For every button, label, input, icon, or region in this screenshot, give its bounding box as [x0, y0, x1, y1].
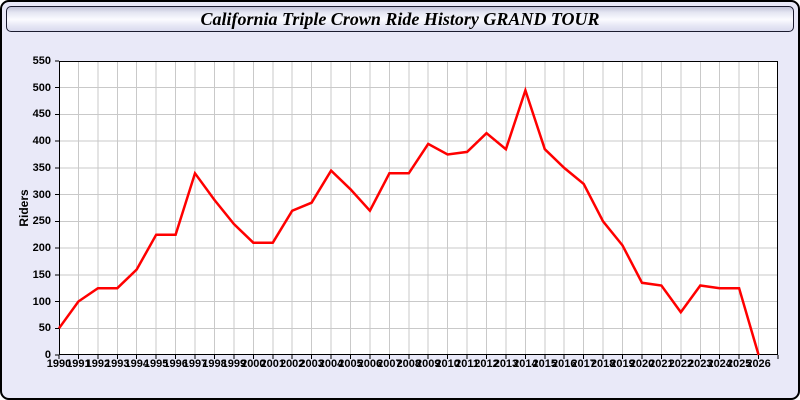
x-tick-label: 2017 [571, 358, 596, 370]
plot-border [59, 61, 778, 355]
y-tick-label: 450 [32, 108, 51, 121]
x-tick-label: 1998 [202, 358, 227, 370]
x-tick-label: 2016 [551, 358, 577, 370]
x-tick-label: 2004 [318, 358, 344, 370]
x-tick-label: 1990 [46, 358, 72, 370]
y-tick-label: 0 [44, 349, 51, 361]
x-tick-label: 2022 [668, 358, 694, 370]
x-tick-label: 1996 [163, 358, 188, 370]
x-tick-label: 2003 [299, 358, 324, 370]
x-tick-label: 1995 [143, 358, 169, 370]
x-tick-label: 2008 [396, 358, 422, 370]
x-tick-label: 1992 [85, 358, 111, 370]
x-tick-label: 2023 [688, 358, 713, 370]
x-tick-label: 2025 [726, 358, 752, 370]
x-tick-label: 2009 [415, 358, 441, 370]
x-tick-label: 2006 [357, 358, 383, 370]
y-tick-label: 350 [32, 161, 51, 174]
x-tick-label: 1993 [105, 358, 130, 370]
y-tick-label: 150 [32, 268, 51, 281]
x-tick-label: 2002 [279, 358, 305, 370]
y-tick-label: 50 [38, 322, 51, 335]
plot-area [55, 60, 779, 359]
data-line [57, 86, 760, 356]
x-tick-label: 2021 [649, 358, 674, 370]
x-tick-label: 1994 [124, 358, 149, 370]
title-bar: California Triple Crown Ride History GRA… [6, 6, 794, 32]
x-tick-label: 2015 [532, 358, 558, 370]
x-tick-label: 2020 [629, 358, 655, 370]
y-tick-label: 300 [32, 188, 51, 201]
y-tick-label: 400 [32, 135, 51, 148]
x-tick-label: 2001 [260, 358, 285, 370]
x-tick-label: 2012 [474, 358, 499, 370]
x-tick-label: 2019 [610, 358, 635, 370]
y-axis-tick-labels: 0 50 100 150 200 250 300 350 400 450 500 550 [2, 2, 51, 398]
axis-tick-marks [55, 60, 779, 359]
y-tick-label: 250 [32, 215, 51, 228]
x-tick-label: 1991 [66, 358, 91, 370]
x-tick-label: 2010 [435, 358, 460, 370]
x-tick-label: 2007 [377, 358, 402, 370]
x-tick-label: 1997 [182, 358, 208, 370]
y-tick-label: 200 [32, 242, 51, 255]
y-tick-label: 500 [32, 81, 51, 94]
x-tick-label: 2024 [707, 358, 732, 370]
x-tick-label: 2018 [590, 358, 616, 370]
x-tick-label: 2011 [455, 358, 480, 370]
x-tick-label: 2026 [746, 358, 771, 370]
x-tick-label: 1999 [221, 358, 247, 370]
y-tick-label: 550 [32, 55, 51, 67]
x-tick-label: 2005 [338, 358, 363, 370]
x-tick-label: 2013 [493, 358, 519, 370]
x-tick-label: 2014 [513, 358, 538, 370]
x-tick-label: 2000 [241, 358, 266, 370]
y-tick-label: 100 [32, 295, 51, 308]
chart-title: California Triple Crown Ride History GRA… [200, 8, 600, 29]
